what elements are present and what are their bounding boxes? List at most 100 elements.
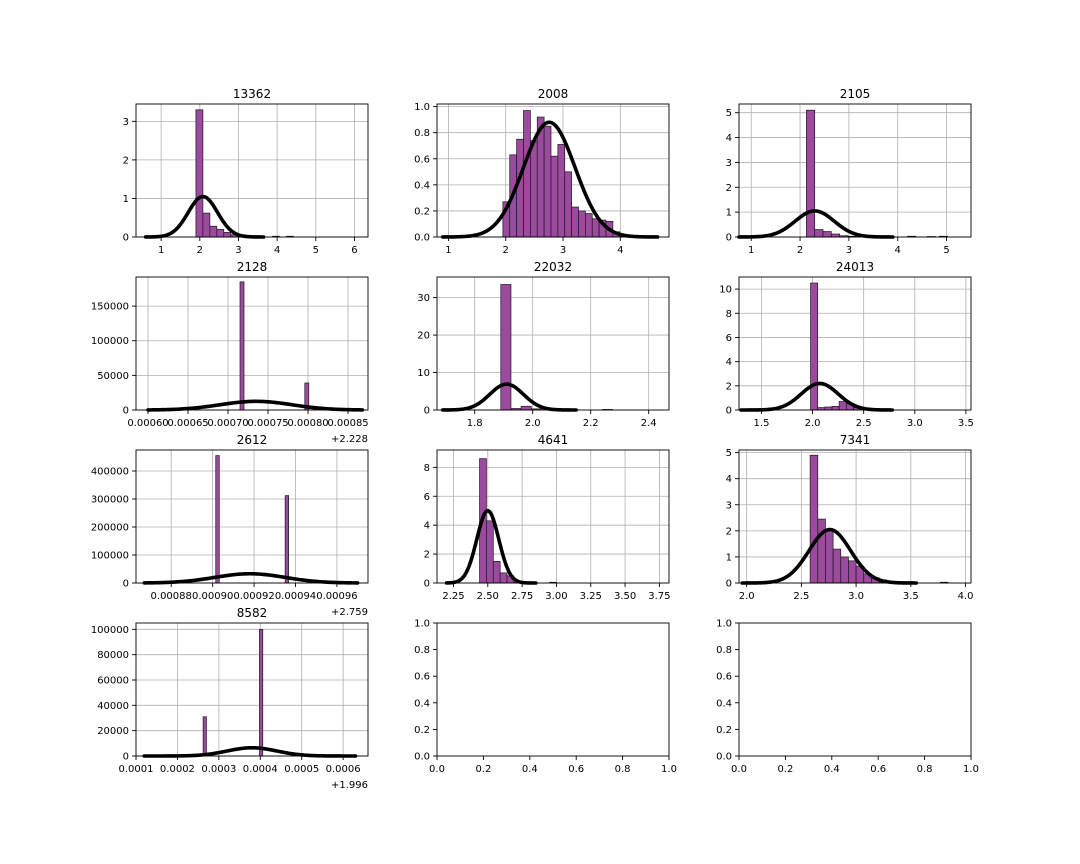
y-tick-label: 3 xyxy=(726,158,732,169)
normal-fit-curve xyxy=(444,508,538,585)
y-tick-label: 30 xyxy=(417,293,430,304)
y-tick-label: 0.2 xyxy=(414,725,430,736)
y-tick-label: 20 xyxy=(417,331,430,342)
x-tick-label: 3 xyxy=(560,245,566,256)
y-tick-label: 1.0 xyxy=(716,619,732,630)
x-tick-label: 0.0002 xyxy=(160,764,195,775)
histogram-bar xyxy=(571,206,579,238)
y-tick-label: 0.8 xyxy=(414,645,430,656)
normal-fit-curve xyxy=(441,382,578,412)
y-tick-label: 0 xyxy=(123,406,129,417)
x-tick-label: 0.00065 xyxy=(167,418,208,429)
x-tick-label: 3.25 xyxy=(580,591,602,602)
y-tick-label: 150000 xyxy=(91,302,129,313)
y-tick-label: 0 xyxy=(726,579,732,590)
subplot-7341: 2.0 2.5 3.0 3.5 4.0 0 1 2 3 4 5 7341 xyxy=(726,433,974,602)
normal-fit-curve xyxy=(440,120,660,239)
y-tick-label: 0.0 xyxy=(414,233,430,244)
histogram-bar xyxy=(814,229,824,238)
y-tick-label: 1 xyxy=(726,208,732,219)
histogram-bar xyxy=(216,228,225,238)
subplot-title: 2612 xyxy=(237,433,268,447)
x-tick-label: 0.2 xyxy=(777,764,793,775)
x-tick-label: 0.0005 xyxy=(284,764,319,775)
plot-area xyxy=(136,104,368,237)
subplot-13362: 1 2 3 4 5 6 0 1 2 3 13362 xyxy=(123,87,369,256)
x-tick-label: 1.5 xyxy=(754,418,770,429)
axes-frame xyxy=(436,276,670,411)
x-tick-label: 4 xyxy=(895,245,901,256)
y-tick-label: 0.6 xyxy=(414,672,430,683)
subplot-2612: 0.00088 0.00090 0.00092 0.00094 0.00096 0 1000… xyxy=(91,433,369,618)
y-tick-label: 50000 xyxy=(97,371,129,382)
y-tick-label: 60000 xyxy=(97,676,129,687)
x-tick-label: 3.00 xyxy=(545,591,567,602)
y-tick-label: 0.6 xyxy=(716,672,732,683)
x-tick-label: 0.8 xyxy=(917,764,933,775)
y-tick-label: 2 xyxy=(726,183,732,194)
histogram-bar xyxy=(215,455,220,584)
histogram-bar xyxy=(486,520,494,584)
subplot-2128: 0.000600.000650.000700.000750.000800.000… xyxy=(91,260,369,445)
x-tick-label: 1.8 xyxy=(467,418,483,429)
y-tick-label: 4 xyxy=(726,133,732,144)
histogram-bar xyxy=(809,454,819,584)
x-tick-label: 3.75 xyxy=(648,591,670,602)
histogram-bar xyxy=(810,282,819,411)
subplot-title: 8582 xyxy=(237,606,268,620)
x-tick-label: 2.5 xyxy=(793,591,809,602)
x-tick-label: 2 xyxy=(797,245,803,256)
histogram-bar xyxy=(209,225,218,238)
x-tick-label: 3.5 xyxy=(958,418,974,429)
axes-frame xyxy=(738,622,972,757)
x-tick-label: 2.0 xyxy=(525,418,541,429)
x-tick-label: 0.8 xyxy=(615,764,631,775)
x-tick-label: 3 xyxy=(235,245,241,256)
x-tick-label: 0.4 xyxy=(824,764,840,775)
x-tick-label: 0.0003 xyxy=(201,764,236,775)
axes-frame xyxy=(135,449,369,584)
y-tick-label: 0 xyxy=(123,579,129,590)
y-tick-label: 0.6 xyxy=(414,154,430,165)
axes-frame xyxy=(738,103,972,238)
x-tick-label: 0.6 xyxy=(568,764,584,775)
subplot-empty-10: 0.0 0.2 0.4 0.6 0.8 1.0 0.0 0.2 0.4 0.6 0.8 1.0 xyxy=(414,619,677,776)
subplot-title: 2008 xyxy=(538,87,569,101)
x-offset-label: +1.996 xyxy=(331,780,368,791)
subplot-title: 2105 xyxy=(840,87,871,101)
y-tick-label: 1 xyxy=(123,194,129,205)
histogram-bar xyxy=(523,110,531,238)
plot-area xyxy=(136,623,368,756)
y-tick-label: 0 xyxy=(123,752,129,763)
histogram-bar xyxy=(585,213,593,238)
histogram-bar xyxy=(223,232,232,238)
histogram-bar xyxy=(806,109,816,238)
normal-fit-curve xyxy=(146,399,365,412)
x-tick-label: 4 xyxy=(617,245,623,256)
y-tick-label: 0.8 xyxy=(414,128,430,139)
x-tick-label: 1 xyxy=(158,245,164,256)
histogram-bar xyxy=(824,406,833,411)
x-tick-label: 0.00092 xyxy=(233,591,274,602)
x-tick-label: 1.0 xyxy=(963,764,979,775)
y-tick-label: 0.4 xyxy=(716,698,732,709)
y-tick-label: 100000 xyxy=(91,625,129,636)
x-tick-label: 4.0 xyxy=(958,591,974,602)
y-tick-label: 5 xyxy=(726,448,732,459)
x-tick-label: 0.4 xyxy=(522,764,538,775)
histogram-bar xyxy=(817,518,826,584)
y-tick-label: 0 xyxy=(123,233,129,244)
x-tick-label: 1 xyxy=(445,245,451,256)
histogram-bar xyxy=(492,560,501,584)
subplot-8582: 0.0001 0.0002 0.0003 0.0004 0.0005 0.0006 0 200… xyxy=(91,606,369,791)
subplot-title: 4641 xyxy=(538,433,569,447)
y-tick-label: 0.4 xyxy=(414,698,430,709)
y-tick-label: 3 xyxy=(123,117,129,128)
normal-fit-curve xyxy=(143,194,266,239)
x-tick-label: 1.0 xyxy=(661,764,677,775)
normal-fit-curve xyxy=(740,527,919,585)
x-tick-label: 0.0 xyxy=(731,764,747,775)
y-tick-label: 0.4 xyxy=(414,180,430,191)
x-tick-label: 0.0006 xyxy=(326,764,361,775)
